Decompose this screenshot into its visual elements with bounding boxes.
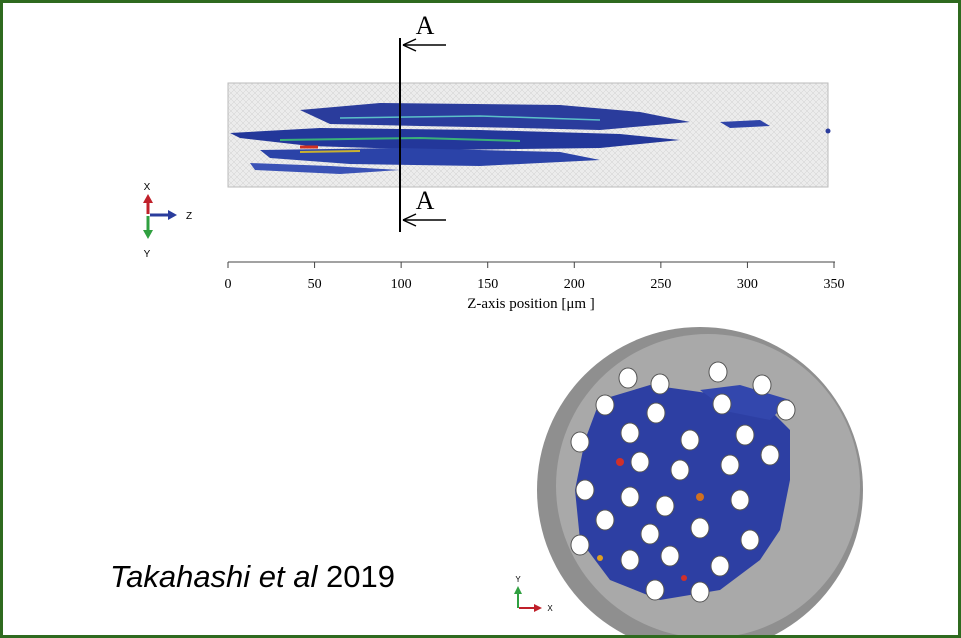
figure: A A X Z Y 0 50 100 150 200 250 300 350 Z-axis p… (3, 3, 958, 635)
triad-label: Y (515, 575, 521, 584)
slide: A A X Z Y 0 50 100 150 200 250 300 350 Z-axis p… (0, 0, 961, 638)
caption: Takahashi et al 2019 (110, 559, 395, 595)
tick-label: 250 (650, 277, 671, 292)
section-label: A (416, 11, 435, 40)
axis-ticks: 0 50 100 150 200 250 300 350 (225, 262, 845, 292)
cross-section (537, 327, 863, 635)
triad-label: Z (186, 211, 192, 222)
tick-label: 0 (225, 277, 232, 292)
tick-label: 200 (564, 277, 585, 292)
tick-label: 300 (737, 277, 758, 292)
tick-label: 50 (308, 277, 322, 292)
caption-year: 2019 (326, 559, 395, 594)
tick-label: 350 (824, 277, 845, 292)
triad-label: X (144, 182, 151, 193)
tick-label: 100 (391, 277, 412, 292)
triad-label: X (547, 604, 553, 613)
section-label: A (416, 186, 435, 215)
axis-label: Z-axis position [μm ] (467, 296, 595, 312)
tick-label: 150 (477, 277, 498, 292)
triad-label: Y (144, 249, 151, 260)
caption-author: Takahashi et al (110, 559, 317, 594)
